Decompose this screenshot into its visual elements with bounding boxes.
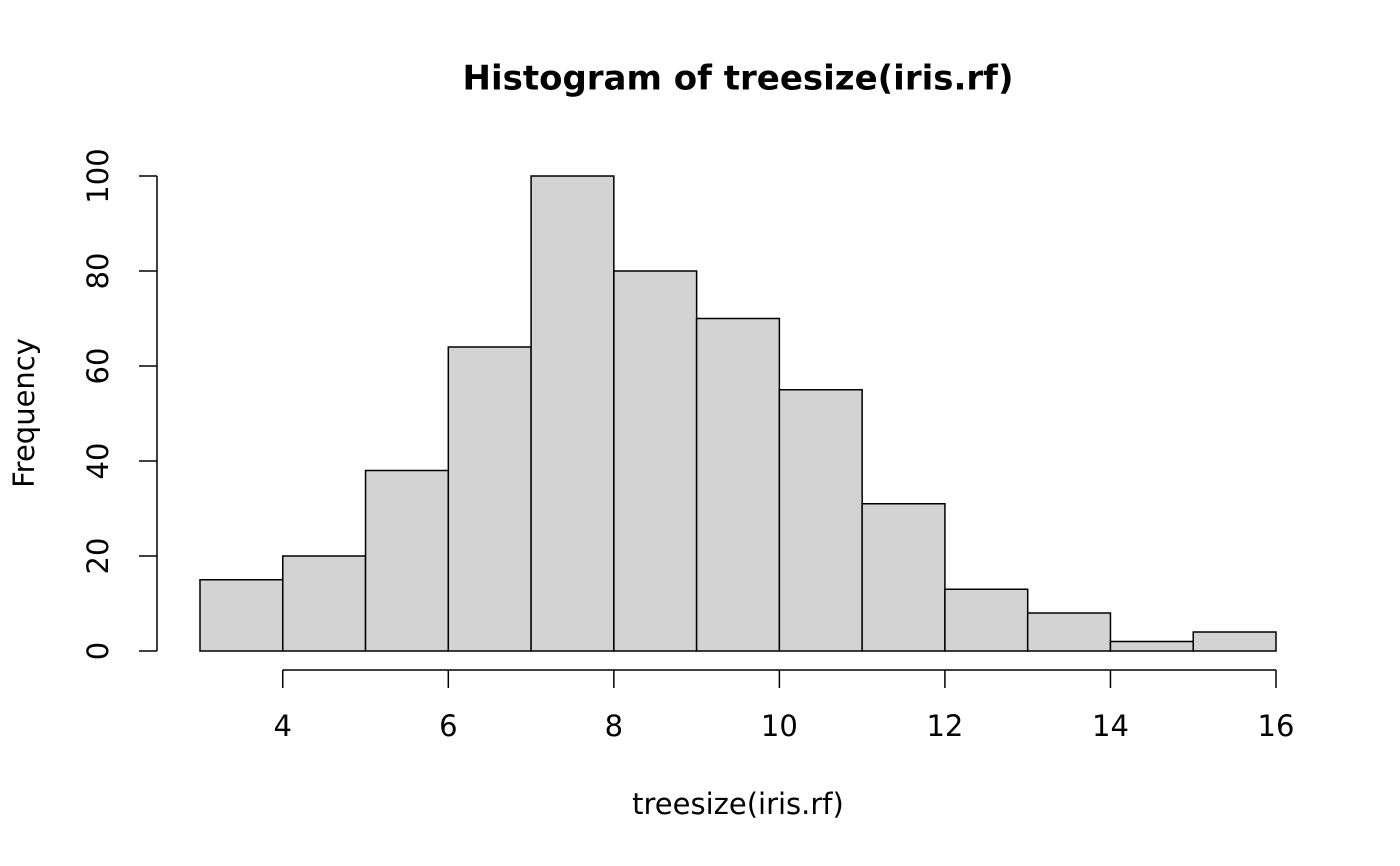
y-tick-label: 100	[81, 148, 115, 203]
bar	[778, 389, 863, 652]
y-axis-label: Frequency	[7, 338, 41, 488]
y-tick-label: 20	[81, 538, 115, 575]
bar	[282, 555, 367, 652]
y-tick-label: 80	[81, 253, 115, 290]
x-tick-label: 16	[1258, 709, 1295, 743]
bar	[447, 346, 532, 652]
x-axis-label: treesize(iris.rf)	[632, 787, 844, 821]
y-tick-label: 0	[81, 642, 115, 660]
y-tick-label: 60	[81, 348, 115, 385]
x-tick-label: 14	[1092, 709, 1129, 743]
bar	[861, 503, 946, 652]
x-tick-label: 8	[605, 709, 623, 743]
x-tick-label: 4	[274, 709, 292, 743]
bar	[1192, 631, 1277, 652]
x-tick-label: 12	[926, 709, 963, 743]
x-tick-label: 10	[761, 709, 798, 743]
bar	[695, 317, 781, 652]
y-tick-label: 40	[81, 443, 115, 480]
x-tick-label: 6	[439, 709, 457, 743]
bar	[530, 175, 615, 652]
bar	[364, 469, 450, 652]
bar	[944, 588, 1029, 652]
bar	[1109, 640, 1194, 652]
bar	[613, 270, 698, 652]
bar	[1026, 612, 1112, 652]
bar	[199, 579, 284, 652]
chart-title: Histogram of treesize(iris.rf)	[462, 59, 1013, 99]
